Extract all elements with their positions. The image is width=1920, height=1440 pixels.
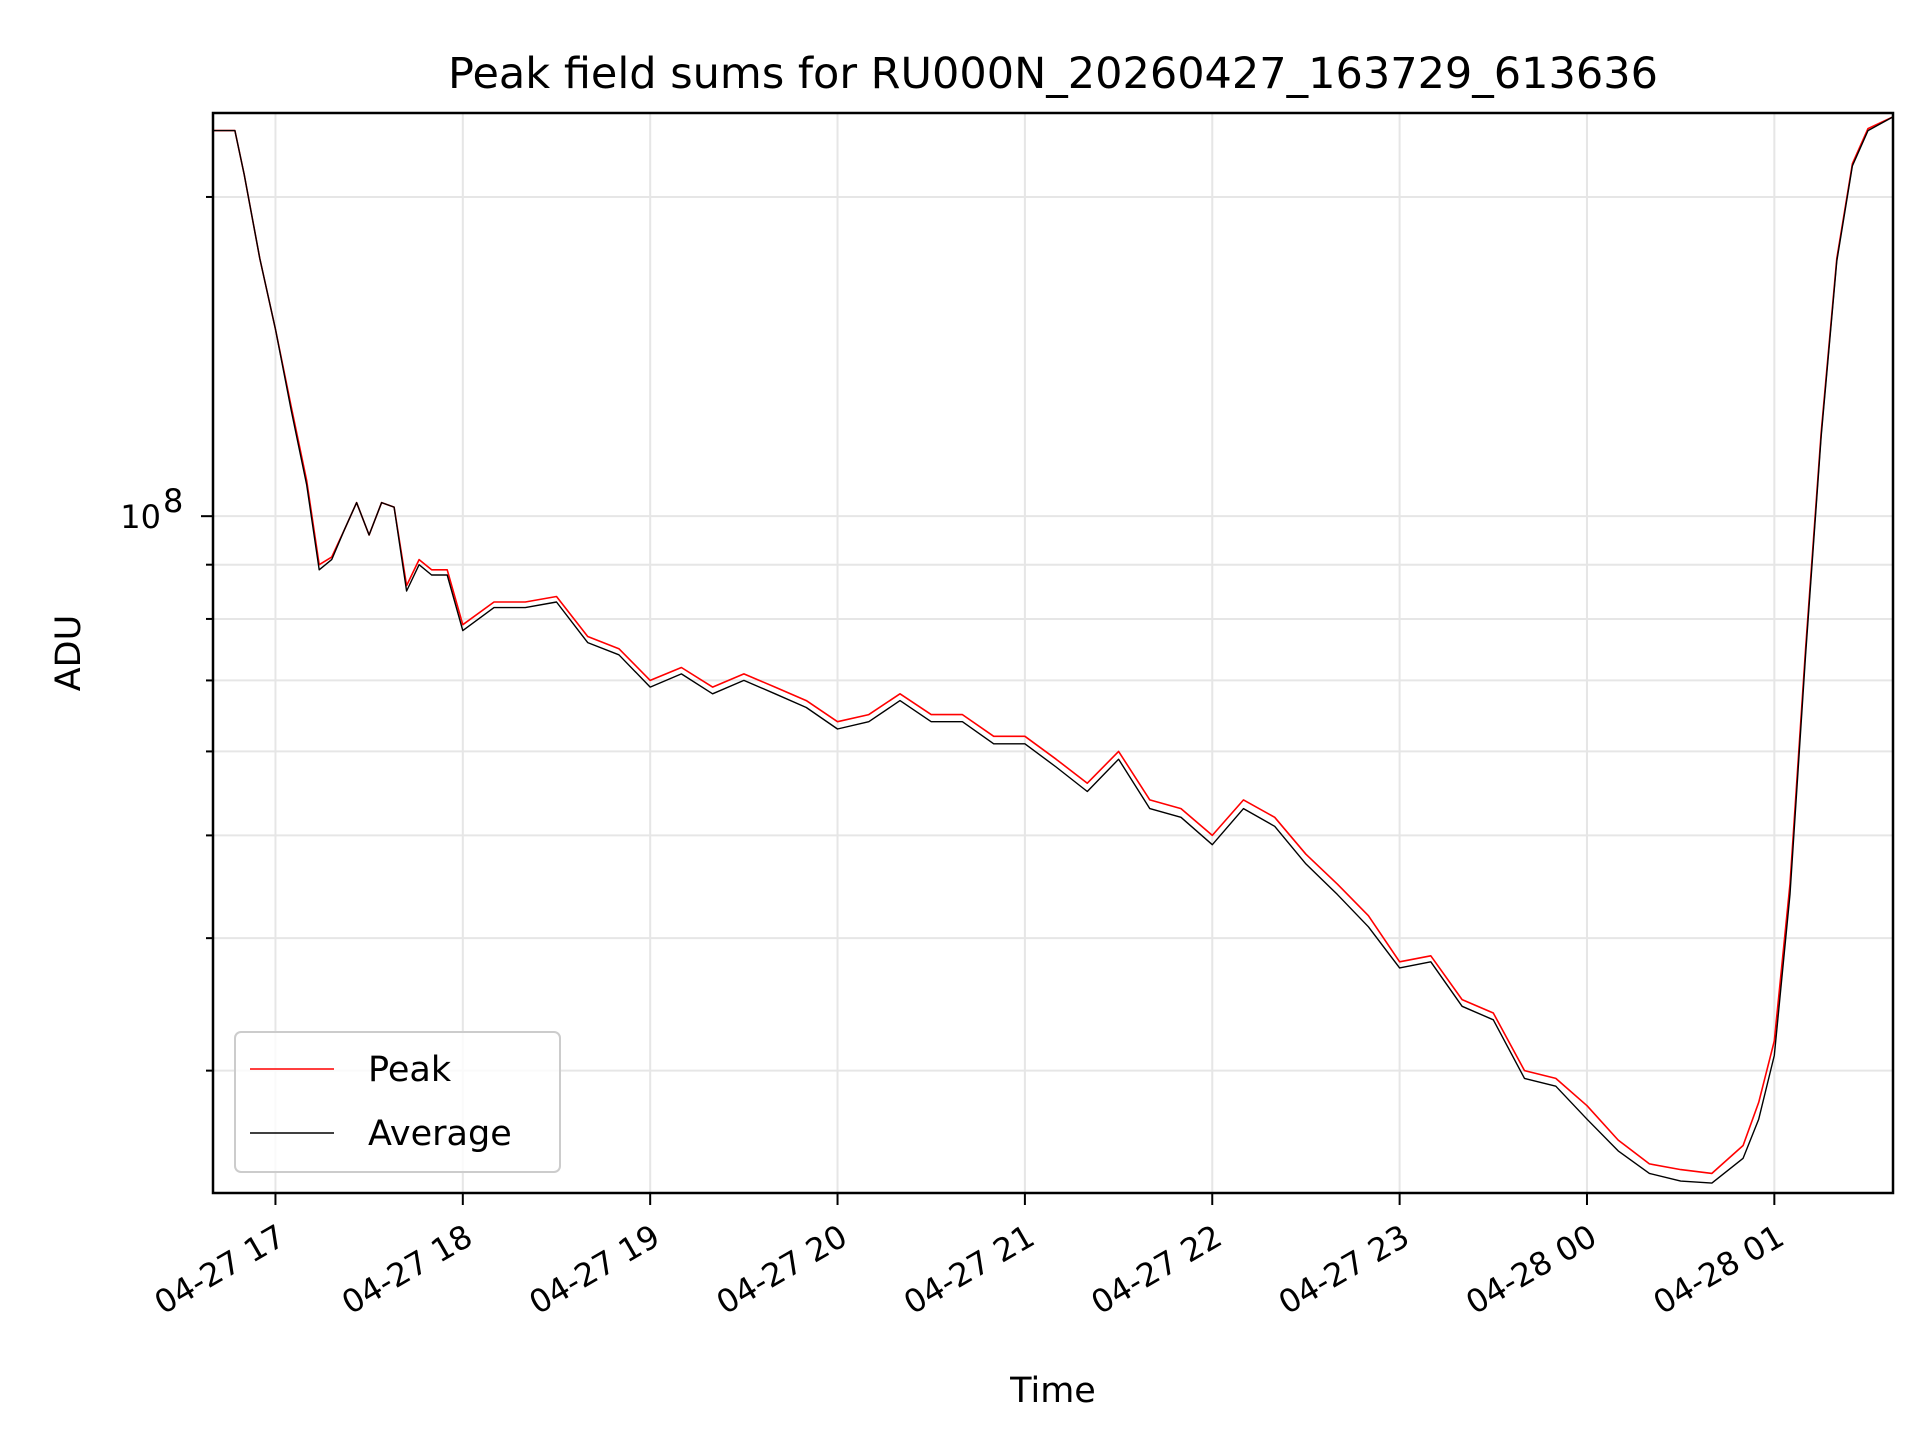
legend-label-average: Average [368,1114,512,1154]
x-axis-label: Time [1009,1371,1096,1411]
y-axis-ticks: 10 8 [120,195,213,1072]
legend: Peak Average [234,1031,561,1173]
legend-box [234,1031,561,1173]
series-line-average [213,116,1894,1184]
plot-frame [211,111,1895,1195]
y-axis-label: ADU [49,615,89,692]
chart-title: Peak field sums for RU000N_20260427_1637… [448,49,1658,99]
legend-label-peak: Peak [368,1050,452,1090]
y-tick-label-exponent: 8 [163,482,183,520]
grid [213,113,1893,1193]
series-lines [213,116,1894,1184]
y-tick-label: 10 [120,498,161,536]
